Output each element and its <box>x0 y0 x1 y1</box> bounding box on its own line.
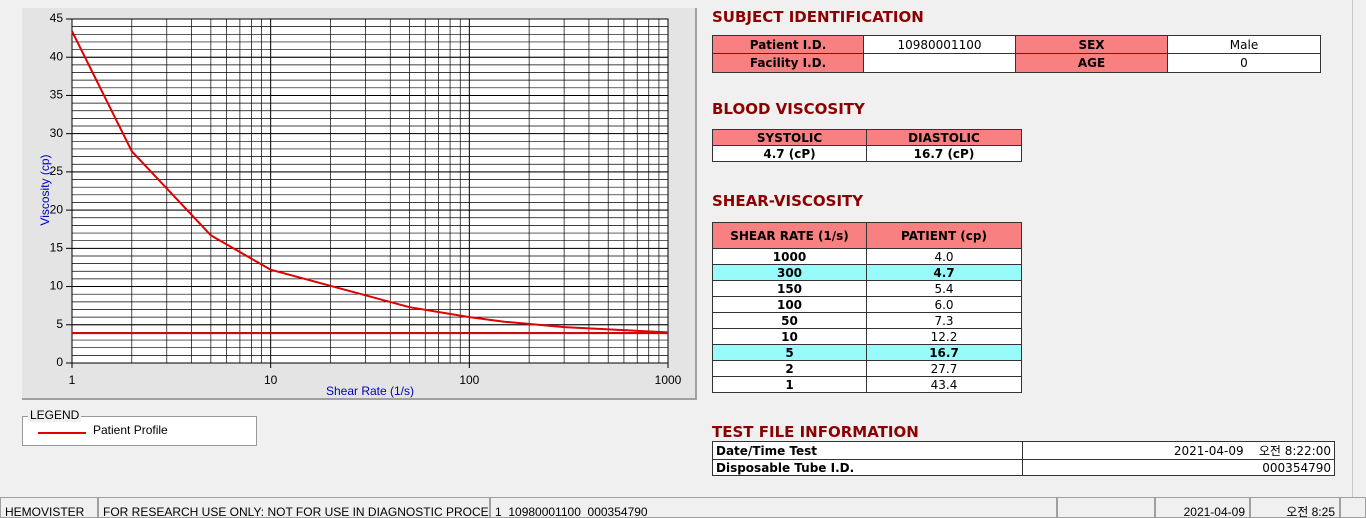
size-grip <box>1340 497 1366 518</box>
subject-table: Patient I.D. 10980001100 SEX Male Facility … <box>712 35 1321 73</box>
table-row: 100 6.0 <box>712 296 1022 313</box>
y-tick-label: 0 <box>56 355 63 369</box>
x-tick-label: 100 <box>459 373 479 387</box>
y-tick-label: 20 <box>50 202 64 216</box>
field-label: AGE <box>1015 53 1168 73</box>
column-header: DIASTOLIC <box>866 129 1022 146</box>
cell: 2 <box>712 360 867 377</box>
status-cell: HEMOVISTER <box>0 497 98 518</box>
side-gutter <box>1352 0 1366 497</box>
cell: 7.3 <box>866 312 1022 329</box>
section-title: SUBJECT IDENTIFICATION <box>712 8 924 26</box>
status-cell: FOR RESEARCH USE ONLY: NOT FOR USE IN DI… <box>98 497 490 518</box>
cell: 150 <box>712 280 867 297</box>
table-row: 300 4.7 <box>712 264 1022 281</box>
cell: 5 <box>712 344 867 361</box>
field-label: Facility I.D. <box>712 53 864 73</box>
field-label: Patient I.D. <box>712 35 864 54</box>
cell: 1000 <box>712 248 867 265</box>
table-row: 150 5.4 <box>712 280 1022 297</box>
field-label: Date/Time Test <box>712 441 1023 460</box>
field-value: Male <box>1167 35 1321 54</box>
cell: 12.2 <box>866 328 1022 345</box>
status-cell <box>1057 497 1155 518</box>
section-title: TEST FILE INFORMATION <box>712 423 919 441</box>
table-row: 50 7.3 <box>712 312 1022 329</box>
shear-viscosity-table: SHEAR RATE (1/s) PATIENT (cp) 1000 4.0 300 4… <box>712 222 1022 393</box>
cell: 5.4 <box>866 280 1022 297</box>
field-value: 0 <box>1167 53 1321 73</box>
legend-title: LEGEND <box>28 408 82 422</box>
cell: 10 <box>712 328 867 345</box>
legend-label: Patient Profile <box>93 423 168 437</box>
table-row: 5 16.7 <box>712 344 1022 361</box>
y-tick-label: 40 <box>50 49 64 63</box>
table-row: 10 12.2 <box>712 328 1022 345</box>
x-axis-label: Shear Rate (1/s) <box>326 384 414 398</box>
field-label: SEX <box>1015 35 1168 54</box>
cell: 300 <box>712 264 867 281</box>
y-tick-label: 35 <box>50 88 64 102</box>
cell: 43.4 <box>866 376 1022 393</box>
cell: 4.7 (cP) <box>712 145 867 162</box>
field-value <box>863 53 1016 73</box>
y-tick-label: 25 <box>50 164 64 178</box>
y-tick-label: 15 <box>50 241 64 255</box>
test-file-table: Date/Time Test 2021-04-09 오전 8:22:00 Disp… <box>712 441 1335 476</box>
chart: Shear Rate (1/s) Viscosity (cp) 0 5 10 15 20… <box>38 11 682 398</box>
x-tick-label: 1 <box>69 373 76 387</box>
cell: 6.0 <box>866 296 1022 313</box>
cell: 16.7 <box>866 344 1022 361</box>
field-value: 10980001100 <box>863 35 1016 54</box>
section-title: BLOOD VISCOSITY <box>712 100 865 118</box>
x-tick-label: 10 <box>264 373 278 387</box>
status-cell: 오전 8:25 <box>1250 497 1340 518</box>
cell: 4.7 <box>866 264 1022 281</box>
data-line <box>71 30 669 334</box>
cell: 4.0 <box>866 248 1022 265</box>
status-cell: 1 10980001100 000354790 <box>490 497 1057 518</box>
plot-border <box>71 18 669 364</box>
table-row: 2 27.7 <box>712 360 1022 377</box>
legend-swatch-box: Patient Profile <box>38 423 168 437</box>
table-row: 1 43.4 <box>712 376 1022 393</box>
y-tick-label: 10 <box>50 279 64 293</box>
table-row: 1000 4.0 <box>712 248 1022 265</box>
field-value: 000354790 <box>1022 459 1335 476</box>
cell: 27.7 <box>866 360 1022 377</box>
column-header: PATIENT (cp) <box>866 222 1022 249</box>
column-header: SYSTOLIC <box>712 129 867 146</box>
x-tick-label: 1000 <box>655 373 682 387</box>
blood-viscosity-table: SYSTOLIC DIASTOLIC 4.7 (cP) 16.7 (cP) <box>712 129 1022 162</box>
plot-area <box>72 19 668 363</box>
y-axis-label: Viscosity (cp) <box>38 154 52 225</box>
cell: 100 <box>712 296 867 313</box>
column-header: SHEAR RATE (1/s) <box>712 222 867 249</box>
field-value: 2021-04-09 오전 8:22:00 <box>1022 441 1335 460</box>
y-tick-label: 5 <box>56 317 63 331</box>
cell: 1 <box>712 376 867 393</box>
y-tick-label: 30 <box>50 126 64 140</box>
field-label: Disposable Tube I.D. <box>712 459 1023 476</box>
cell: 16.7 (cP) <box>866 145 1022 162</box>
status-cell: 2021-04-09 <box>1155 497 1250 518</box>
y-tick-label: 45 <box>50 11 64 25</box>
section-title: SHEAR-VISCOSITY <box>712 192 864 210</box>
cell: 50 <box>712 312 867 329</box>
